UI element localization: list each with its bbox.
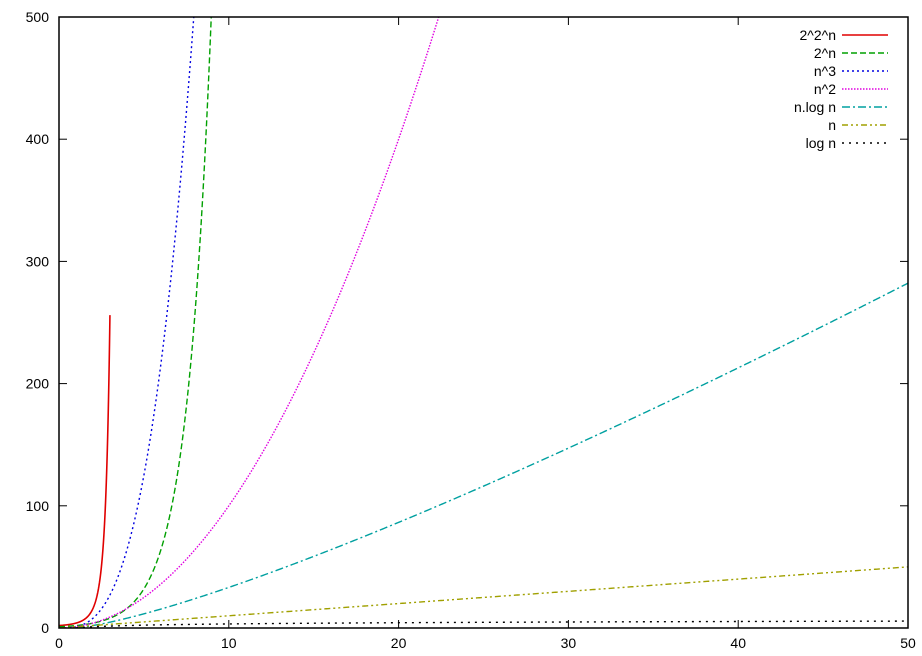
x-tick-label-0: 0	[55, 635, 63, 651]
series-line-4	[75, 282, 908, 628]
legend-label-1: 2^n	[814, 45, 836, 61]
series-layer	[59, 17, 908, 628]
series-line-3	[59, 17, 440, 628]
series-line-0	[59, 315, 111, 627]
x-tick-label-2: 20	[391, 635, 407, 651]
series-line-2	[59, 17, 195, 628]
y-tick-label-4: 400	[26, 131, 50, 147]
y-tick-label-0: 0	[41, 620, 49, 636]
legend-label-6: log n	[806, 135, 836, 151]
y-tick-label-1: 100	[26, 498, 50, 514]
series-line-1	[59, 17, 212, 628]
x-tick-label-3: 30	[561, 635, 577, 651]
y-tick-label-3: 300	[26, 253, 50, 269]
legend-label-5: n	[828, 117, 836, 133]
legend-label-3: n^2	[814, 81, 836, 97]
legend-label-2: n^3	[814, 63, 836, 79]
x-tick-label-1: 10	[221, 635, 237, 651]
x-tick-label-5: 50	[900, 635, 916, 651]
plot-frame	[58, 16, 909, 629]
y-tick-label-5: 500	[26, 9, 50, 25]
y-tick-label-2: 200	[26, 376, 50, 392]
series-line-5	[59, 566, 908, 628]
x-tick-label-4: 40	[730, 635, 746, 651]
legend-label-0: 2^2^n	[800, 27, 837, 43]
legend-label-4: n.log n	[794, 99, 836, 115]
series-line-6	[75, 620, 908, 628]
legend: 2^2^n 2^n n^3 n^2 n.log n n log n	[794, 27, 888, 151]
